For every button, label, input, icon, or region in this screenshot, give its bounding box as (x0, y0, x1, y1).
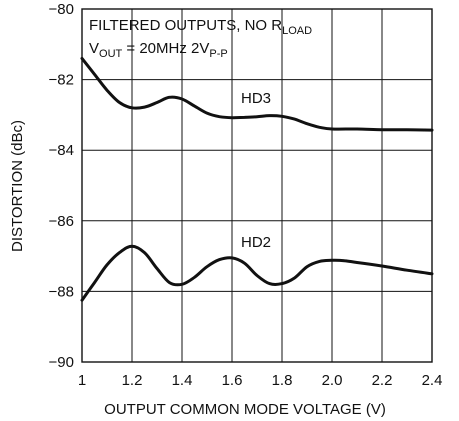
x-tick-label: 1.2 (122, 372, 143, 389)
y-tick-label: −80 (49, 1, 74, 18)
x-tick-labels: 1 1.2 1.4 1.6 1.8 2.0 2.2 2.4 (78, 372, 443, 389)
x-tick-label: 2.4 (422, 372, 443, 389)
y-tick-label: −82 (49, 72, 74, 89)
x-tick-label: 1 (78, 372, 86, 389)
y-tick-labels: −80 −82 −84 −86 −88 −90 (49, 1, 74, 371)
x-axis-title: OUTPUT COMMON MODE VOLTAGE (V) (104, 401, 386, 418)
y-tick-label: −90 (49, 354, 74, 371)
y-axis-title: DISTORTION (dBc) (9, 120, 26, 252)
series-label-hd2: HD2 (241, 234, 271, 251)
x-tick-label: 2.0 (322, 372, 343, 389)
annotation-line-1: FILTERED OUTPUTS, NO RLOAD (89, 17, 312, 37)
y-tick-label: −84 (49, 142, 74, 159)
x-tick-label: 1.8 (272, 372, 293, 389)
grid (82, 9, 432, 362)
x-tick-label: 1.6 (222, 372, 243, 389)
series-hd3-line (80, 56, 434, 132)
series-curves (80, 56, 434, 302)
plot-frame (81, 8, 433, 363)
x-tick-label: 2.2 (372, 372, 393, 389)
annotation-line-2: VOUT = 20MHz 2VP-P (89, 40, 228, 60)
x-tick-label: 1.4 (172, 372, 193, 389)
y-tick-label: −88 (49, 283, 74, 300)
y-tick-label: −86 (49, 213, 74, 230)
series-hd2-line (80, 244, 434, 302)
series-label-hd3: HD3 (241, 90, 271, 107)
